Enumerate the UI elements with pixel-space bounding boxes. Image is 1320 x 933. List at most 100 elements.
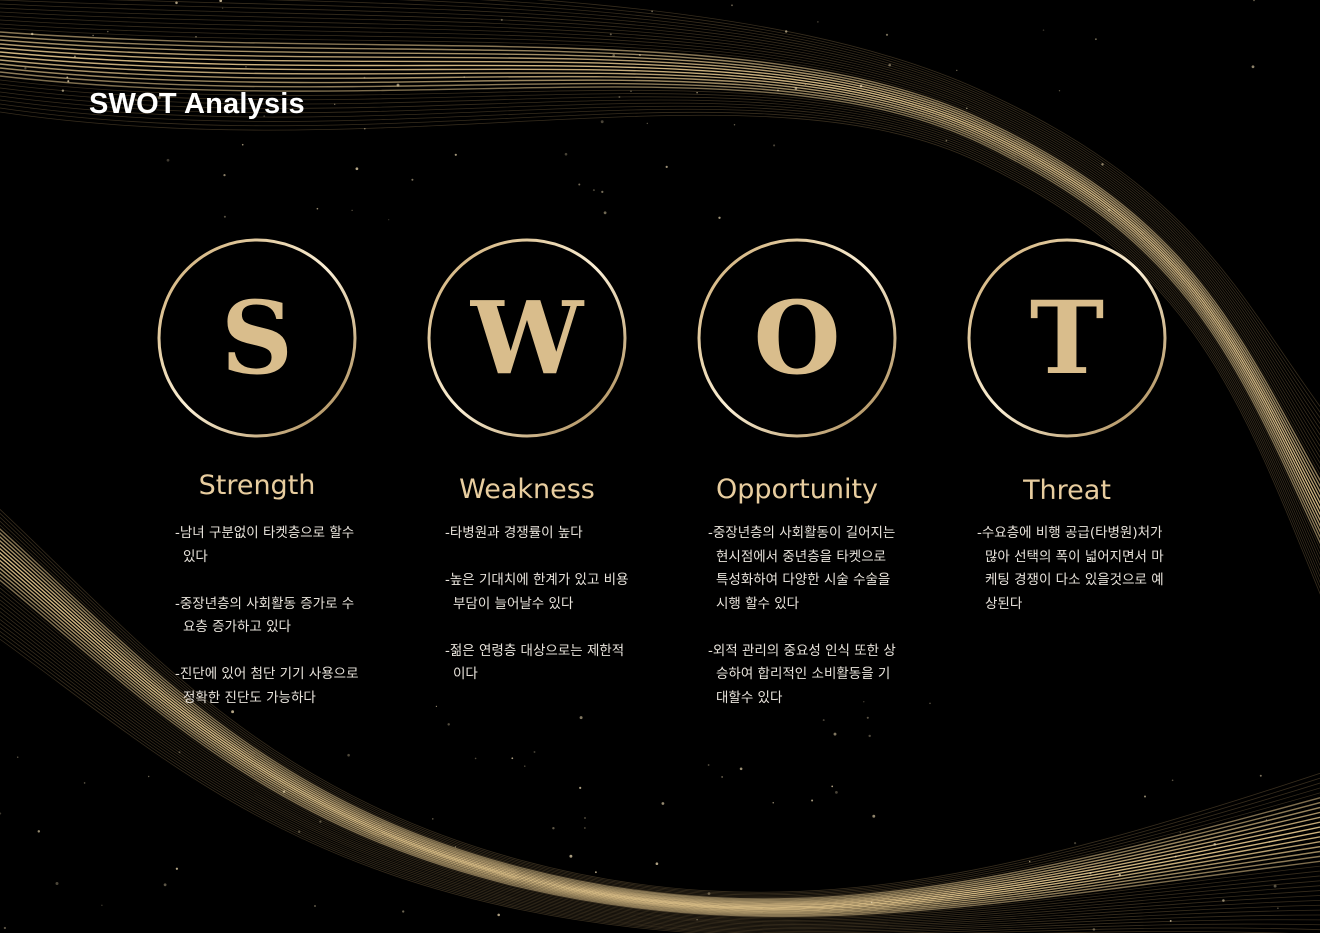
swot-letter-o: O	[753, 279, 841, 397]
wave-line	[0, 536, 1320, 903]
sparkle-dot	[1268, 841, 1271, 843]
sparkle-dot	[435, 705, 438, 708]
sparkle-dot	[618, 96, 621, 98]
wave-line	[0, 555, 1320, 909]
list-item: -외적 관리의 중요성 인식 또한 상승하여 합리적인 소비활동을 기대할수 있…	[708, 642, 896, 706]
list-item: -젊은 연령층 대상으로는 제한적이다	[445, 642, 625, 683]
sparkle-dot	[61, 89, 65, 92]
sparkle-dot	[313, 904, 317, 908]
sparkle-dot	[157, 96, 161, 100]
sparkle-dot	[600, 120, 604, 124]
sparkle-dot	[831, 785, 834, 788]
weakness-list: -타병원과 경쟁률이 높다 -높은 기대치에 한계가 있고 비용부담이 늘어날수…	[445, 522, 635, 710]
sparkle-dot	[101, 904, 103, 906]
sparkle-dot	[140, 108, 143, 111]
gold-ring-icon	[697, 238, 897, 438]
sparkle-dot	[219, 0, 223, 3]
wave-line	[0, 626, 1320, 933]
sparkle-dot	[83, 782, 86, 784]
sparkle-dot	[866, 716, 869, 719]
sparkle-dot	[1222, 899, 1225, 902]
sparkle-dot	[1144, 795, 1146, 798]
wave-line	[0, 99, 1320, 578]
wave-line	[0, 532, 1320, 901]
sparkle-dot	[630, 90, 632, 92]
wave-line	[0, 103, 1320, 584]
list-item: -남녀 구분없이 타켓층으로 할수 있다	[175, 525, 355, 565]
wave-line	[0, 583, 1320, 919]
sparkle-dot	[231, 710, 235, 714]
sparkle-dot	[195, 35, 197, 38]
wave-line	[0, 603, 1320, 925]
sparkle-dot	[1213, 842, 1217, 846]
sparkle-dot	[835, 791, 838, 794]
sparkle-dot	[355, 167, 359, 171]
sparkle-dot	[1089, 872, 1092, 875]
sparkle-dot	[1253, 0, 1255, 2]
sparkle-dot	[1259, 774, 1262, 777]
sparkle-dot	[885, 33, 889, 36]
sparkle-dot	[3, 926, 7, 930]
wave-line	[0, 630, 1320, 933]
sparkle-dot	[334, 103, 336, 105]
sparkle-dot	[1251, 65, 1255, 69]
sparkle-dot	[135, 98, 138, 102]
sparkle-dot	[661, 802, 665, 805]
sparkle-dot	[402, 910, 405, 913]
sparkle-dot	[474, 757, 477, 760]
sparkle-dot	[552, 827, 555, 830]
sparkle-dot	[612, 54, 615, 57]
wave-line	[0, 27, 1320, 476]
sparkle-dot	[175, 867, 179, 870]
wave-line	[0, 611, 1320, 928]
wave-line	[0, 599, 1320, 924]
sparkle-dot	[351, 209, 353, 212]
bottom-wave-lines	[0, 508, 1320, 933]
sparkle-dot	[298, 830, 301, 833]
wave-line	[0, 67, 1320, 533]
sparkle-dot	[739, 767, 743, 771]
sparkle-dot	[872, 814, 876, 818]
gold-ring-icon	[427, 238, 627, 438]
sparkle-dot	[66, 76, 69, 79]
wave-line	[0, 615, 1320, 930]
sparkle-dot	[221, 7, 224, 9]
sparkle-dot	[1058, 90, 1061, 92]
sparkle-dot	[241, 143, 244, 146]
wave-line	[0, 43, 1320, 499]
wave-line	[0, 15, 1320, 459]
sparkle-dot	[1174, 855, 1177, 858]
wave-line	[0, 567, 1320, 914]
wave-line	[0, 35, 1320, 488]
wave-line	[0, 11, 1320, 453]
sparkle-dot	[707, 764, 710, 766]
sparkle-dot	[411, 178, 414, 181]
sparkle-dot	[772, 802, 774, 804]
wave-line	[0, 551, 1320, 908]
sparkle-dot	[945, 139, 948, 142]
sparkle-dot	[223, 215, 226, 218]
wave-line	[104, 0, 1320, 430]
wave-line	[0, 591, 1320, 921]
wave-line	[0, 19, 1320, 464]
wave-line	[0, 516, 1320, 896]
sparkle-dot	[316, 207, 319, 210]
sparkle-dot	[811, 799, 814, 802]
wave-line	[0, 595, 1320, 923]
sparkle-dot	[859, 84, 863, 88]
sparkle-dot	[638, 54, 641, 57]
threat-list: -수요층에 비행 공급(타병원)처가 많아 선택의 폭이 넓어지면서 마케팅 경…	[977, 522, 1167, 640]
gold-ring-icon	[967, 238, 1167, 438]
sparkle-dot	[347, 753, 350, 757]
sparkle-dot	[16, 756, 19, 758]
sparkle-dot	[30, 32, 34, 36]
sparkle-dot	[646, 122, 648, 125]
sparkle-dot	[1169, 919, 1172, 922]
sparkle-dot	[1265, 819, 1268, 821]
sparkle-dot	[73, 55, 76, 58]
sparkle-dot	[651, 10, 653, 13]
wave-line	[0, 622, 1320, 932]
sparkle-dot	[868, 734, 871, 738]
wave-line	[0, 543, 1320, 905]
